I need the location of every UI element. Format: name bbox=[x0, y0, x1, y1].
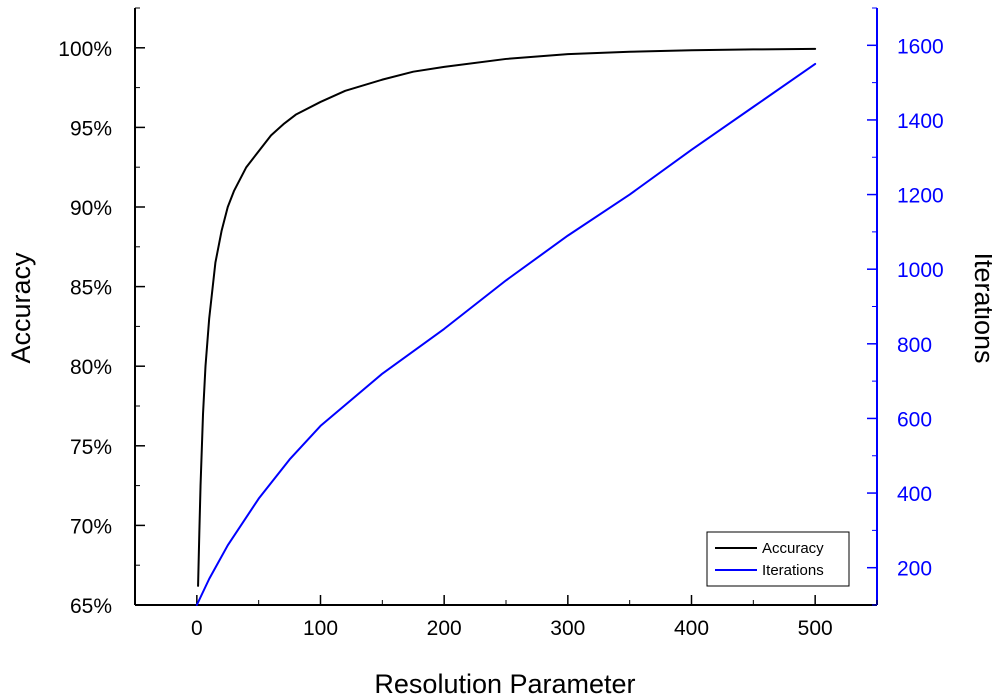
y-left-tick-label: 65% bbox=[70, 595, 112, 618]
x-axis-ticks: 0 100 200 300 400 500 bbox=[134, 595, 878, 640]
y-left-axis-title: Accuracy bbox=[6, 252, 36, 364]
y-left-tick-label: 75% bbox=[70, 436, 112, 459]
legend-label-accuracy: Accuracy bbox=[762, 540, 824, 557]
legend-box bbox=[706, 531, 850, 587]
y-right-tick-label: 400 bbox=[897, 483, 932, 506]
series-line-iterations bbox=[195, 62, 817, 606]
x-axis-title: Resolution Parameter bbox=[374, 669, 635, 699]
x-tick-label: 100 bbox=[303, 617, 338, 640]
y-left-axis-ticks: 65% 70% 75% 80% 85% 90% 95% 100% bbox=[58, 7, 145, 618]
x-tick-label: 400 bbox=[674, 617, 709, 640]
x-tick-label: 0 bbox=[191, 617, 203, 640]
y-left-tick-label: 85% bbox=[70, 277, 112, 300]
y-right-tick-label: 1000 bbox=[897, 259, 944, 282]
y-right-tick-label: 600 bbox=[897, 408, 932, 431]
y-right-tick-label: 800 bbox=[897, 334, 932, 357]
legend-label-iterations: Iterations bbox=[762, 562, 824, 579]
y-left-tick-label: 95% bbox=[70, 117, 112, 140]
y-right-axis-ticks: 200 400 600 800 1000 1200 1400 1600 bbox=[867, 7, 944, 606]
y-left-tick-label: 100% bbox=[58, 38, 112, 61]
y-right-tick-label: 1400 bbox=[897, 110, 944, 133]
x-tick-label: 300 bbox=[550, 617, 585, 640]
y-right-tick-label: 200 bbox=[897, 558, 932, 581]
legend: Accuracy Iterations bbox=[706, 531, 850, 587]
series-line-accuracy bbox=[197, 47, 817, 587]
y-left-tick-label: 80% bbox=[70, 356, 112, 379]
y-left-tick-label: 70% bbox=[70, 515, 112, 538]
y-right-axis-title: Iterations bbox=[969, 252, 992, 363]
y-right-tick-label: 1200 bbox=[897, 185, 944, 208]
y-left-tick-label: 90% bbox=[70, 197, 112, 220]
x-tick-label: 200 bbox=[427, 617, 462, 640]
y-right-tick-label: 1600 bbox=[897, 35, 944, 58]
x-tick-label: 500 bbox=[798, 617, 833, 640]
series-layer bbox=[195, 47, 817, 606]
